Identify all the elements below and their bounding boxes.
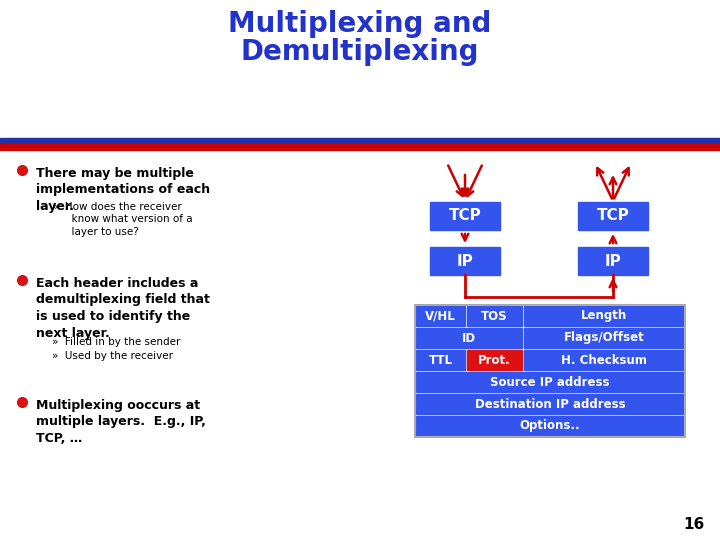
Text: ID: ID [462, 332, 476, 345]
Bar [578, 247, 648, 275]
Text: »  Used by the receiver: » Used by the receiver [52, 351, 173, 361]
Bar [416, 416, 684, 436]
Bar [430, 247, 500, 275]
Text: »  How does the receiver
      know what version of a
      layer to use?: » How does the receiver know what versio… [52, 202, 193, 237]
Text: Flags/Offset: Flags/Offset [564, 332, 644, 345]
Bar [0, 144, 720, 150]
Text: Length: Length [581, 309, 627, 322]
Text: H. Checksum: H. Checksum [561, 354, 647, 367]
Text: Demultiplexing: Demultiplexing [240, 38, 480, 66]
Bar [0, 138, 720, 144]
Bar [416, 350, 465, 370]
Text: Options..: Options.. [520, 420, 580, 433]
Text: Multiplexing ooccurs at
multiple layers.  E.g., IP,
TCP, …: Multiplexing ooccurs at multiple layers.… [36, 399, 206, 445]
Text: TTL: TTL [428, 354, 453, 367]
Text: TCP: TCP [597, 208, 629, 224]
Text: TCP: TCP [449, 208, 482, 224]
Text: IP: IP [605, 253, 621, 268]
Bar [524, 306, 684, 326]
Text: IP: IP [456, 253, 473, 268]
Text: Destination IP address: Destination IP address [474, 397, 625, 410]
Bar [467, 350, 522, 370]
Bar [467, 306, 522, 326]
Text: Prot.: Prot. [478, 354, 511, 367]
Text: Source IP address: Source IP address [490, 375, 610, 388]
Text: »  Filled in by the sender: » Filled in by the sender [52, 337, 181, 347]
Bar [524, 350, 684, 370]
Bar [416, 394, 684, 414]
Bar [524, 328, 684, 348]
Bar [416, 372, 684, 392]
Bar [416, 306, 465, 326]
Text: Multiplexing and: Multiplexing and [228, 10, 492, 38]
Text: TOS: TOS [482, 309, 508, 322]
Text: There may be multiple
implementations of each
layer.: There may be multiple implementations of… [36, 167, 210, 213]
Bar [416, 328, 522, 348]
Text: V/HL: V/HL [426, 309, 456, 322]
Text: 16: 16 [684, 517, 705, 532]
Bar [415, 305, 685, 437]
Bar [430, 202, 500, 230]
Text: Each header includes a
demultiplexing field that
is used to identify the
next la: Each header includes a demultiplexing fi… [36, 277, 210, 340]
Bar [578, 202, 648, 230]
